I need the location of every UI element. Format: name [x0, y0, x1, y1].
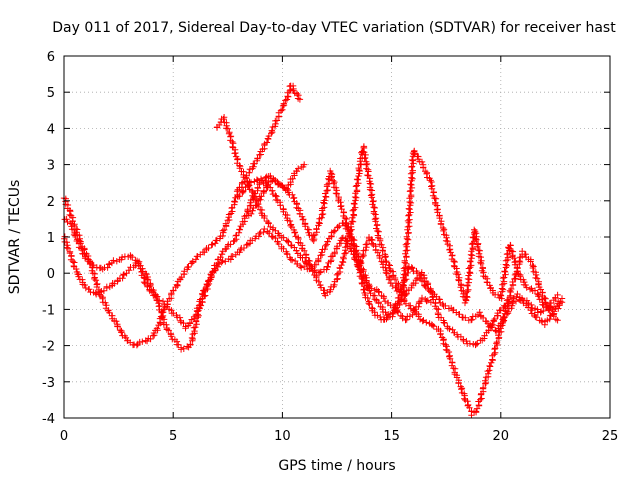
plus-marks	[355, 147, 566, 313]
chart-title: Day 011 of 2017, Sidereal Day-to-day VTE…	[52, 20, 616, 36]
y-tick-label: -1	[42, 303, 55, 318]
plot-frame	[63, 55, 611, 419]
grid	[64, 56, 610, 418]
axes: 0 5 10 15 20 25 -4 -3 -2 -1 0 1 2 3 4 5 6	[42, 50, 618, 444]
y-tick-label: -2	[42, 340, 55, 355]
series-sat-f	[245, 167, 561, 335]
data-marks	[60, 82, 566, 419]
x-tick-label: 0	[60, 429, 68, 444]
x-tick-label: 20	[493, 429, 510, 444]
y-axis-label: SDTVAR / TECUs	[7, 180, 23, 295]
y-tick-label: 5	[47, 86, 55, 101]
series-sat-g	[355, 147, 566, 313]
series-sat-e	[234, 143, 561, 419]
y-tick-label: 2	[47, 195, 55, 210]
y-tick-label: 4	[47, 122, 55, 137]
x-tick-label: 25	[602, 429, 619, 444]
x-axis-label: GPS time / hours	[278, 458, 395, 474]
plus-marks	[234, 143, 561, 419]
y-tick-label: 6	[47, 50, 55, 65]
y-tick-label: 1	[47, 231, 55, 246]
y-tick-label: -4	[42, 412, 55, 427]
y-tick-label: -3	[42, 376, 55, 391]
y-tick-label: 3	[47, 159, 55, 174]
x-tick-label: 15	[383, 429, 400, 444]
plus-marks	[245, 167, 561, 335]
x-tick-label: 10	[274, 429, 291, 444]
x-tick-label: 5	[169, 429, 177, 444]
y-tick-label: 0	[47, 267, 55, 282]
